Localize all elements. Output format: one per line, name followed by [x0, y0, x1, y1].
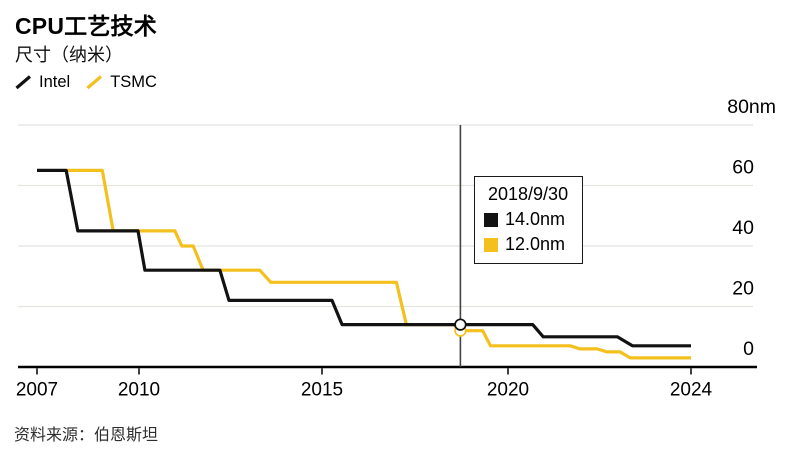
- chart-subtitle: 尺寸（纳米）: [15, 45, 123, 65]
- series-intel-line: [37, 168, 691, 348]
- intel-line-swatch-icon: [15, 75, 32, 90]
- y-axis-label: 0: [743, 338, 754, 360]
- tsmc-line-swatch-icon: [86, 75, 103, 90]
- y-axis-label: 20: [732, 278, 754, 300]
- intel-swatch-icon: [484, 212, 498, 227]
- tooltip-row-tsmc: 12.0nm: [484, 232, 582, 257]
- tooltip-date: 2018/9/30: [488, 184, 569, 204]
- x-axis-label: 2024: [670, 380, 713, 401]
- tooltip-row-intel: 14.0nm: [484, 207, 582, 232]
- legend-label: Intel: [39, 73, 71, 91]
- y-axis-label: 80nm: [727, 96, 776, 118]
- tooltip-value: 14.0nm: [505, 209, 566, 229]
- series-tsmc-line: [66, 168, 691, 360]
- cursor-tooltip: 2018/9/30 14.0nm 12.0nm: [474, 176, 583, 264]
- tooltip-value: 12.0nm: [505, 234, 566, 254]
- legend-label: TSMC: [110, 73, 157, 91]
- legend-item-intel[interactable]: Intel: [15, 73, 70, 92]
- legend-item-tsmc[interactable]: TSMC: [86, 73, 157, 92]
- legend: Intel TSMC: [15, 73, 157, 92]
- tsmc-swatch-icon: [484, 237, 498, 252]
- x-axis-label: 2007: [16, 380, 58, 401]
- source-note: 资料来源：伯恩斯坦: [14, 427, 159, 444]
- y-axis-label: 60: [732, 157, 754, 179]
- cursor-point-intel: [454, 318, 467, 331]
- x-axis-label: 2015: [301, 380, 343, 401]
- chart-title: CPU工艺技术: [15, 13, 157, 39]
- x-axis-label: 2020: [487, 380, 529, 401]
- x-axis-label: 2010: [118, 380, 160, 401]
- y-axis-label: 40: [732, 217, 754, 239]
